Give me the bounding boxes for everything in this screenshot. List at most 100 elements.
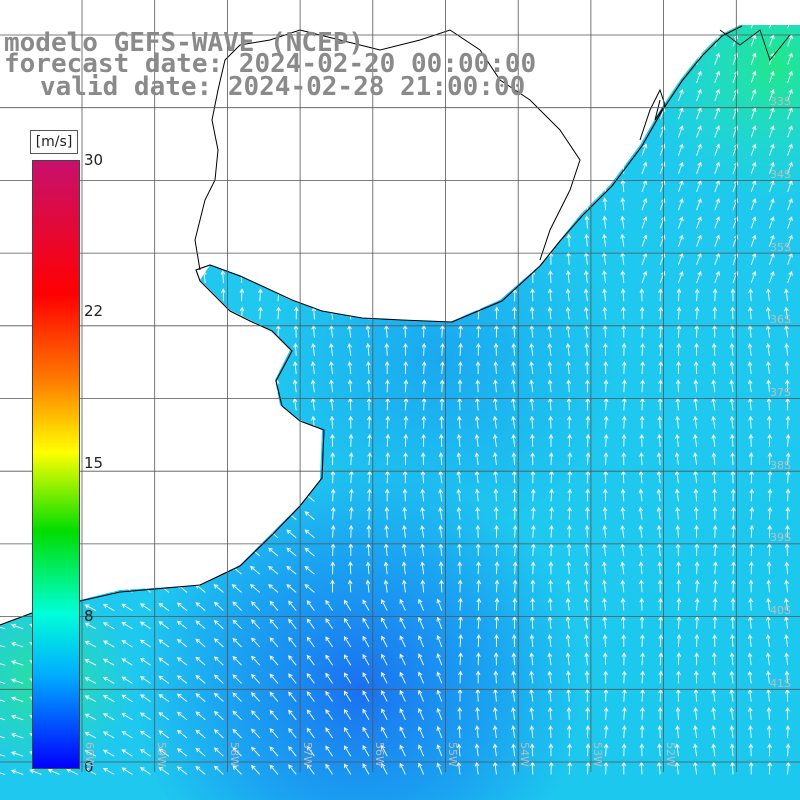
wind-arrow <box>511 670 516 684</box>
wind-arrow <box>84 677 97 684</box>
wind-arrow <box>232 765 242 775</box>
wind-arrow <box>730 306 735 320</box>
wind-arrow <box>585 433 591 447</box>
wind-arrow <box>293 306 299 320</box>
wind-arrow <box>602 579 607 593</box>
wind-arrow <box>121 603 133 611</box>
wind-arrow <box>567 761 573 775</box>
wind-arrow <box>785 725 791 739</box>
wind-arrow <box>674 452 680 466</box>
wind-arrow <box>292 379 298 393</box>
wind-arrow <box>384 524 389 538</box>
lat-label-41s: 41S <box>770 677 791 690</box>
wind-arrow <box>530 579 536 593</box>
wind-arrow <box>694 561 700 575</box>
wind-arrow <box>549 524 554 538</box>
wind-arrow <box>674 761 680 775</box>
wind-arrow <box>304 584 315 593</box>
wind-arrow <box>474 452 480 466</box>
wind-arrow <box>269 655 279 666</box>
wind-arrow <box>456 452 462 466</box>
wind-arrow <box>547 652 553 666</box>
wind-arrow <box>269 764 279 775</box>
wind-arrow <box>750 143 757 156</box>
wind-arrow <box>381 635 388 648</box>
wind-arrow <box>639 597 645 611</box>
uruguay-border <box>194 29 581 271</box>
wind-arrow <box>213 747 224 757</box>
wind-arrow <box>657 561 663 575</box>
wind-arrow <box>494 561 500 575</box>
wind-arrow <box>585 506 590 520</box>
wind-arrow <box>768 143 775 156</box>
wind-arrow <box>784 579 789 593</box>
wind-arrow <box>10 678 24 684</box>
wind-arrow <box>676 306 682 320</box>
wind-arrow <box>494 579 500 593</box>
wind-arrow <box>639 452 644 466</box>
wind-arrow <box>493 452 498 466</box>
wind-arrow <box>438 524 443 538</box>
wind-arrow <box>603 361 609 375</box>
wind-arrow <box>84 768 97 775</box>
wind-arrow <box>293 361 298 375</box>
wind-arrow <box>195 729 206 739</box>
wind-arrow <box>329 379 334 393</box>
wind-arrow <box>10 642 24 648</box>
wind-arrow <box>547 379 553 393</box>
wind-arrow <box>251 710 261 721</box>
wind-arrow <box>399 653 406 666</box>
wind-arrow <box>456 433 462 447</box>
wind-arrow <box>675 706 681 720</box>
wind-arrow <box>729 688 735 702</box>
wind-arrow <box>176 711 188 721</box>
map-title-forecast-date: forecast date: 2024-02-20 00:00:00 <box>4 49 537 79</box>
wind-arrow <box>492 415 498 429</box>
wind-arrow <box>530 452 535 466</box>
wind-arrow <box>121 676 133 684</box>
wind-arrow <box>276 306 281 320</box>
wind-arrow <box>676 652 682 666</box>
wind-arrow <box>675 415 680 429</box>
wind-arrow <box>251 655 261 666</box>
wind-arrow <box>493 652 499 666</box>
wind-arrow <box>547 342 553 356</box>
wind-arrow <box>748 761 754 775</box>
wind-arrow <box>640 634 645 648</box>
wind-arrow <box>474 761 480 775</box>
wind-arrow <box>712 597 718 611</box>
wind-arrow <box>750 161 757 174</box>
wind-arrow <box>620 215 625 229</box>
wind-arrow <box>640 706 645 720</box>
wind-arrow <box>548 452 554 466</box>
wind-arrow <box>749 488 755 502</box>
wind-arrow <box>621 652 627 666</box>
wind-arrow <box>330 452 335 466</box>
wind-arrow <box>158 748 170 757</box>
wind-arrow <box>269 728 279 739</box>
wind-arrow <box>713 579 718 593</box>
wind-arrow <box>603 670 608 684</box>
wind-arrow <box>251 637 261 648</box>
wind-arrow <box>139 748 151 757</box>
wind-arrow <box>714 70 720 83</box>
wind-arrow <box>458 597 463 611</box>
wind-arrow <box>529 379 534 393</box>
wind-arrow <box>251 764 261 775</box>
wind-arrow <box>436 616 443 629</box>
wind-arrow <box>768 270 775 284</box>
wind-arrow <box>456 761 462 775</box>
wind-arrow <box>603 452 609 466</box>
wind-arrow <box>639 579 644 593</box>
wind-arrow <box>766 579 772 593</box>
wind-arrow <box>492 725 498 739</box>
wind-arrow <box>640 652 645 666</box>
wind-arrow <box>583 597 589 611</box>
wind-arrow <box>547 306 553 320</box>
wind-arrow <box>10 769 24 775</box>
wind-arrow <box>304 511 315 520</box>
wind-arrow <box>343 636 352 648</box>
wind-arrow <box>711 725 716 739</box>
wind-arrow <box>768 198 775 211</box>
wind-arrow <box>787 161 793 174</box>
